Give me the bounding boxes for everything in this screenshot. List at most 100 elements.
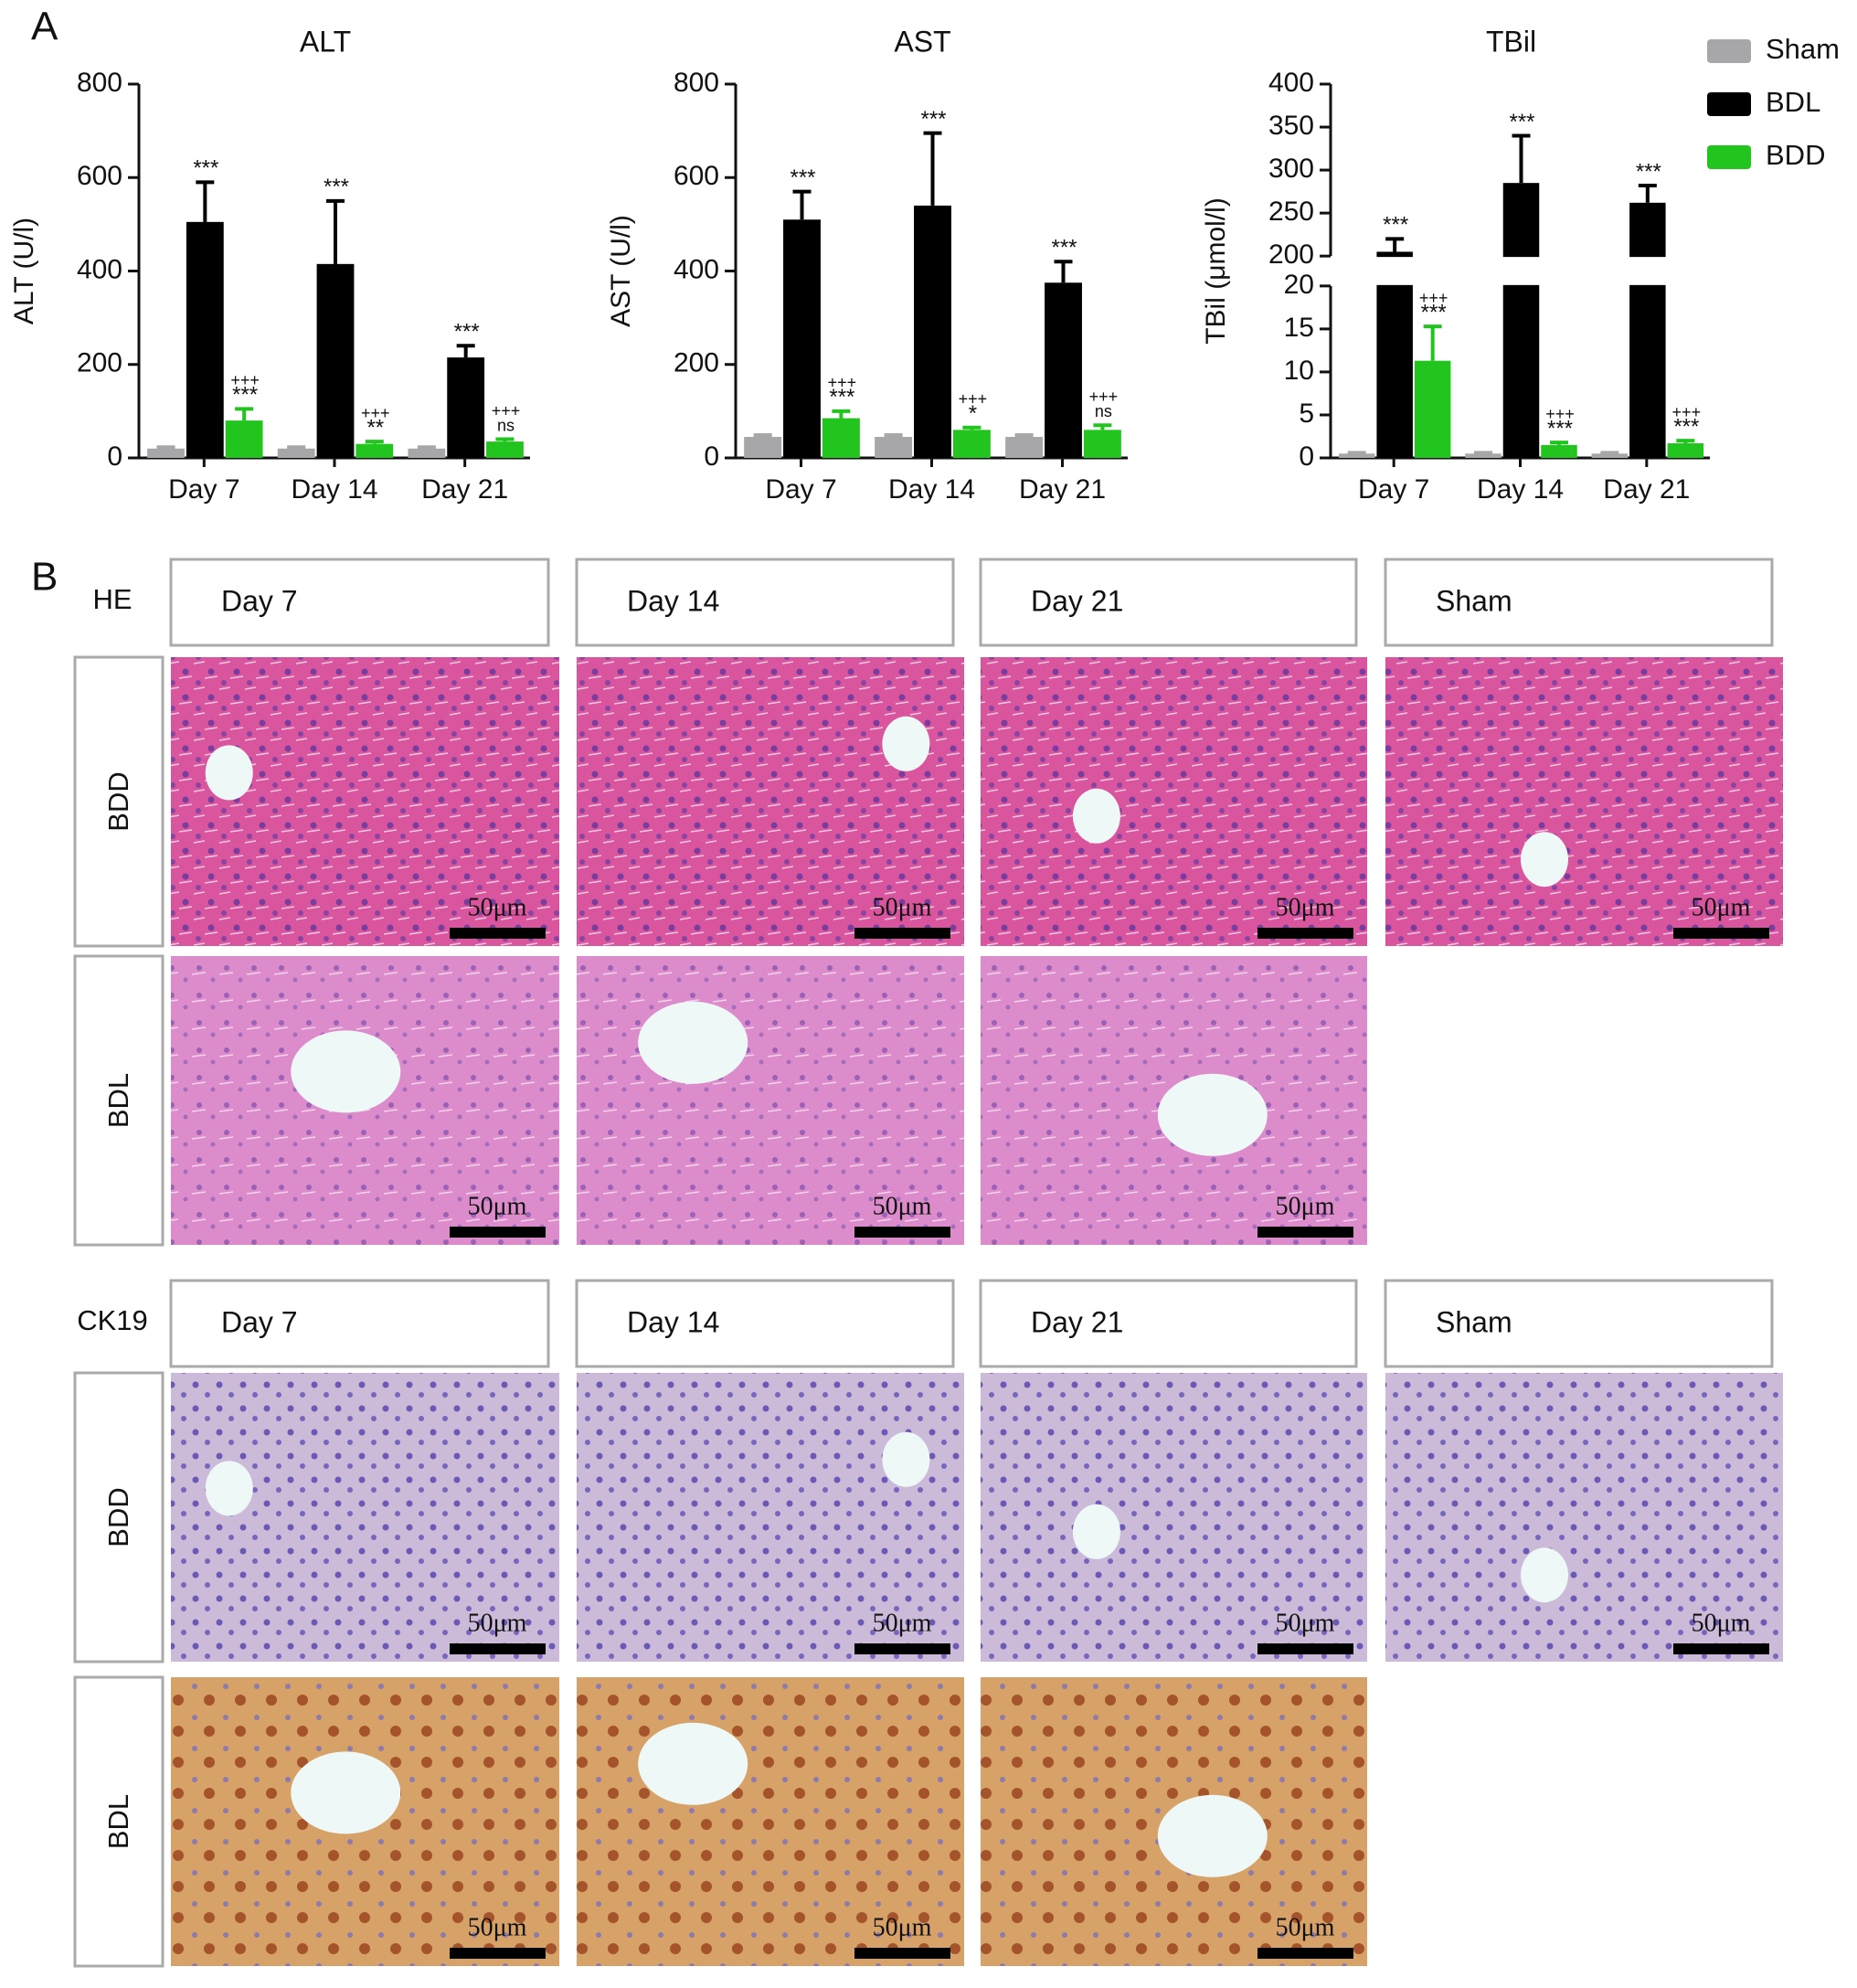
y-tick-label: 250 — [1268, 197, 1314, 227]
bar — [1629, 202, 1666, 459]
chart-title: TBil — [1486, 25, 1536, 58]
scale-bar-label: 50μm — [873, 1192, 932, 1220]
significance-label: *** — [829, 385, 854, 409]
vessel — [1521, 1547, 1568, 1603]
significance-label: +++ — [230, 371, 260, 389]
column-header: Day 14 — [627, 584, 719, 617]
bar — [1541, 444, 1577, 458]
scale-bar — [450, 1227, 546, 1238]
significance-label: ns — [497, 416, 515, 434]
micrograph — [981, 657, 1367, 946]
error-bar — [156, 445, 175, 450]
legend-label: BDD — [1766, 139, 1825, 171]
y-axis-label: ALT (U/l) — [9, 218, 39, 324]
bar — [952, 430, 991, 458]
significance-label: +++ — [959, 390, 988, 409]
vessel — [1521, 832, 1568, 888]
column-header: Day 21 — [1031, 584, 1123, 617]
error-bar — [287, 445, 306, 450]
significance-label: *** — [920, 107, 946, 132]
error-bar — [1512, 133, 1531, 184]
significance-label: *** — [1673, 415, 1699, 440]
scale-bar-label: 50μm — [468, 1913, 527, 1941]
error-bar — [365, 440, 384, 444]
bar — [1465, 453, 1502, 458]
x-tick-label: Day 21 — [1603, 474, 1690, 505]
row-label-box — [73, 655, 164, 948]
row-label: BDL — [102, 1073, 134, 1128]
bar — [875, 436, 913, 458]
vessel — [291, 1030, 401, 1113]
column-header-box — [979, 1279, 1358, 1368]
row-label: BDD — [102, 771, 134, 831]
error-bar — [1347, 451, 1366, 455]
legend-label: Sham — [1766, 33, 1840, 65]
y-tick-label: 350 — [1268, 111, 1314, 141]
vessel — [882, 1431, 930, 1487]
bar — [1338, 453, 1375, 458]
bar — [486, 441, 524, 458]
x-tick-label: Day 7 — [765, 474, 836, 505]
scale-bar-label: 50μm — [468, 1192, 527, 1220]
y-tick-label: 5 — [1299, 399, 1314, 429]
x-tick-label: Day 7 — [1358, 474, 1429, 505]
y-tick-label: 15 — [1284, 313, 1314, 343]
significance-label: *** — [324, 175, 349, 199]
scale-bar — [1257, 1948, 1353, 1959]
column-header: Day 14 — [627, 1305, 719, 1338]
scale-bar — [854, 1643, 950, 1654]
scale-bar — [1257, 1227, 1353, 1238]
y-tick-label: 0 — [1299, 441, 1314, 472]
significance-label: +++ — [828, 374, 857, 392]
scale-bar-label: 50μm — [873, 1913, 932, 1941]
y-axis-label: TBil (μmol/l) — [1201, 197, 1231, 345]
scale-bar-label: 50μm — [1276, 1913, 1335, 1941]
row-label-box — [73, 1371, 164, 1664]
x-tick-label: Day 14 — [1477, 474, 1564, 505]
vessel — [638, 1722, 748, 1805]
error-bar — [456, 344, 475, 358]
chart-title: AST — [894, 25, 950, 58]
scale-bar-label: 50μm — [468, 893, 527, 921]
scale-bar-label: 50μm — [873, 1609, 932, 1637]
row-label: BDD — [102, 1487, 134, 1547]
column-header: Sham — [1436, 584, 1512, 617]
scale-bar-label: 50μm — [1692, 893, 1751, 921]
significance-label: +++ — [1672, 403, 1702, 421]
scale-bar — [1257, 928, 1353, 939]
micrograph — [577, 657, 964, 946]
significance-label: *** — [1383, 213, 1408, 238]
scale-bar — [450, 1948, 546, 1959]
significance-label: ** — [366, 415, 384, 440]
bar — [744, 436, 782, 458]
y-tick-label: 10 — [1284, 356, 1314, 386]
y-tick-label: 800 — [674, 68, 719, 98]
row-label: BDL — [102, 1794, 134, 1849]
scale-bar — [854, 928, 950, 939]
micrograph — [1385, 1373, 1783, 1662]
error-bar — [832, 409, 851, 419]
legend-swatch — [1707, 39, 1751, 63]
vessel — [638, 1001, 748, 1084]
panel-label: A — [31, 5, 58, 49]
significance-label: *** — [1051, 236, 1077, 260]
vessel — [205, 1461, 253, 1516]
y-tick-label: 800 — [77, 68, 122, 98]
significance-label: +++ — [1419, 289, 1448, 307]
significance-label: +++ — [492, 401, 521, 420]
error-bar — [235, 407, 254, 421]
axis-break — [1334, 257, 1714, 285]
significance-label: *** — [232, 383, 258, 408]
error-bar — [753, 432, 772, 437]
y-tick-label: 400 — [1268, 68, 1314, 98]
significance-label: *** — [193, 156, 218, 181]
y-axis-label: AST (U/l) — [606, 215, 636, 327]
significance-label: +++ — [361, 404, 390, 422]
x-tick-label: Day 7 — [168, 474, 239, 505]
bar — [822, 418, 860, 458]
vessel — [291, 1751, 401, 1834]
y-tick-label: 600 — [674, 161, 719, 191]
column-header: Sham — [1436, 1305, 1512, 1338]
column-header: Day 21 — [1031, 1305, 1123, 1338]
